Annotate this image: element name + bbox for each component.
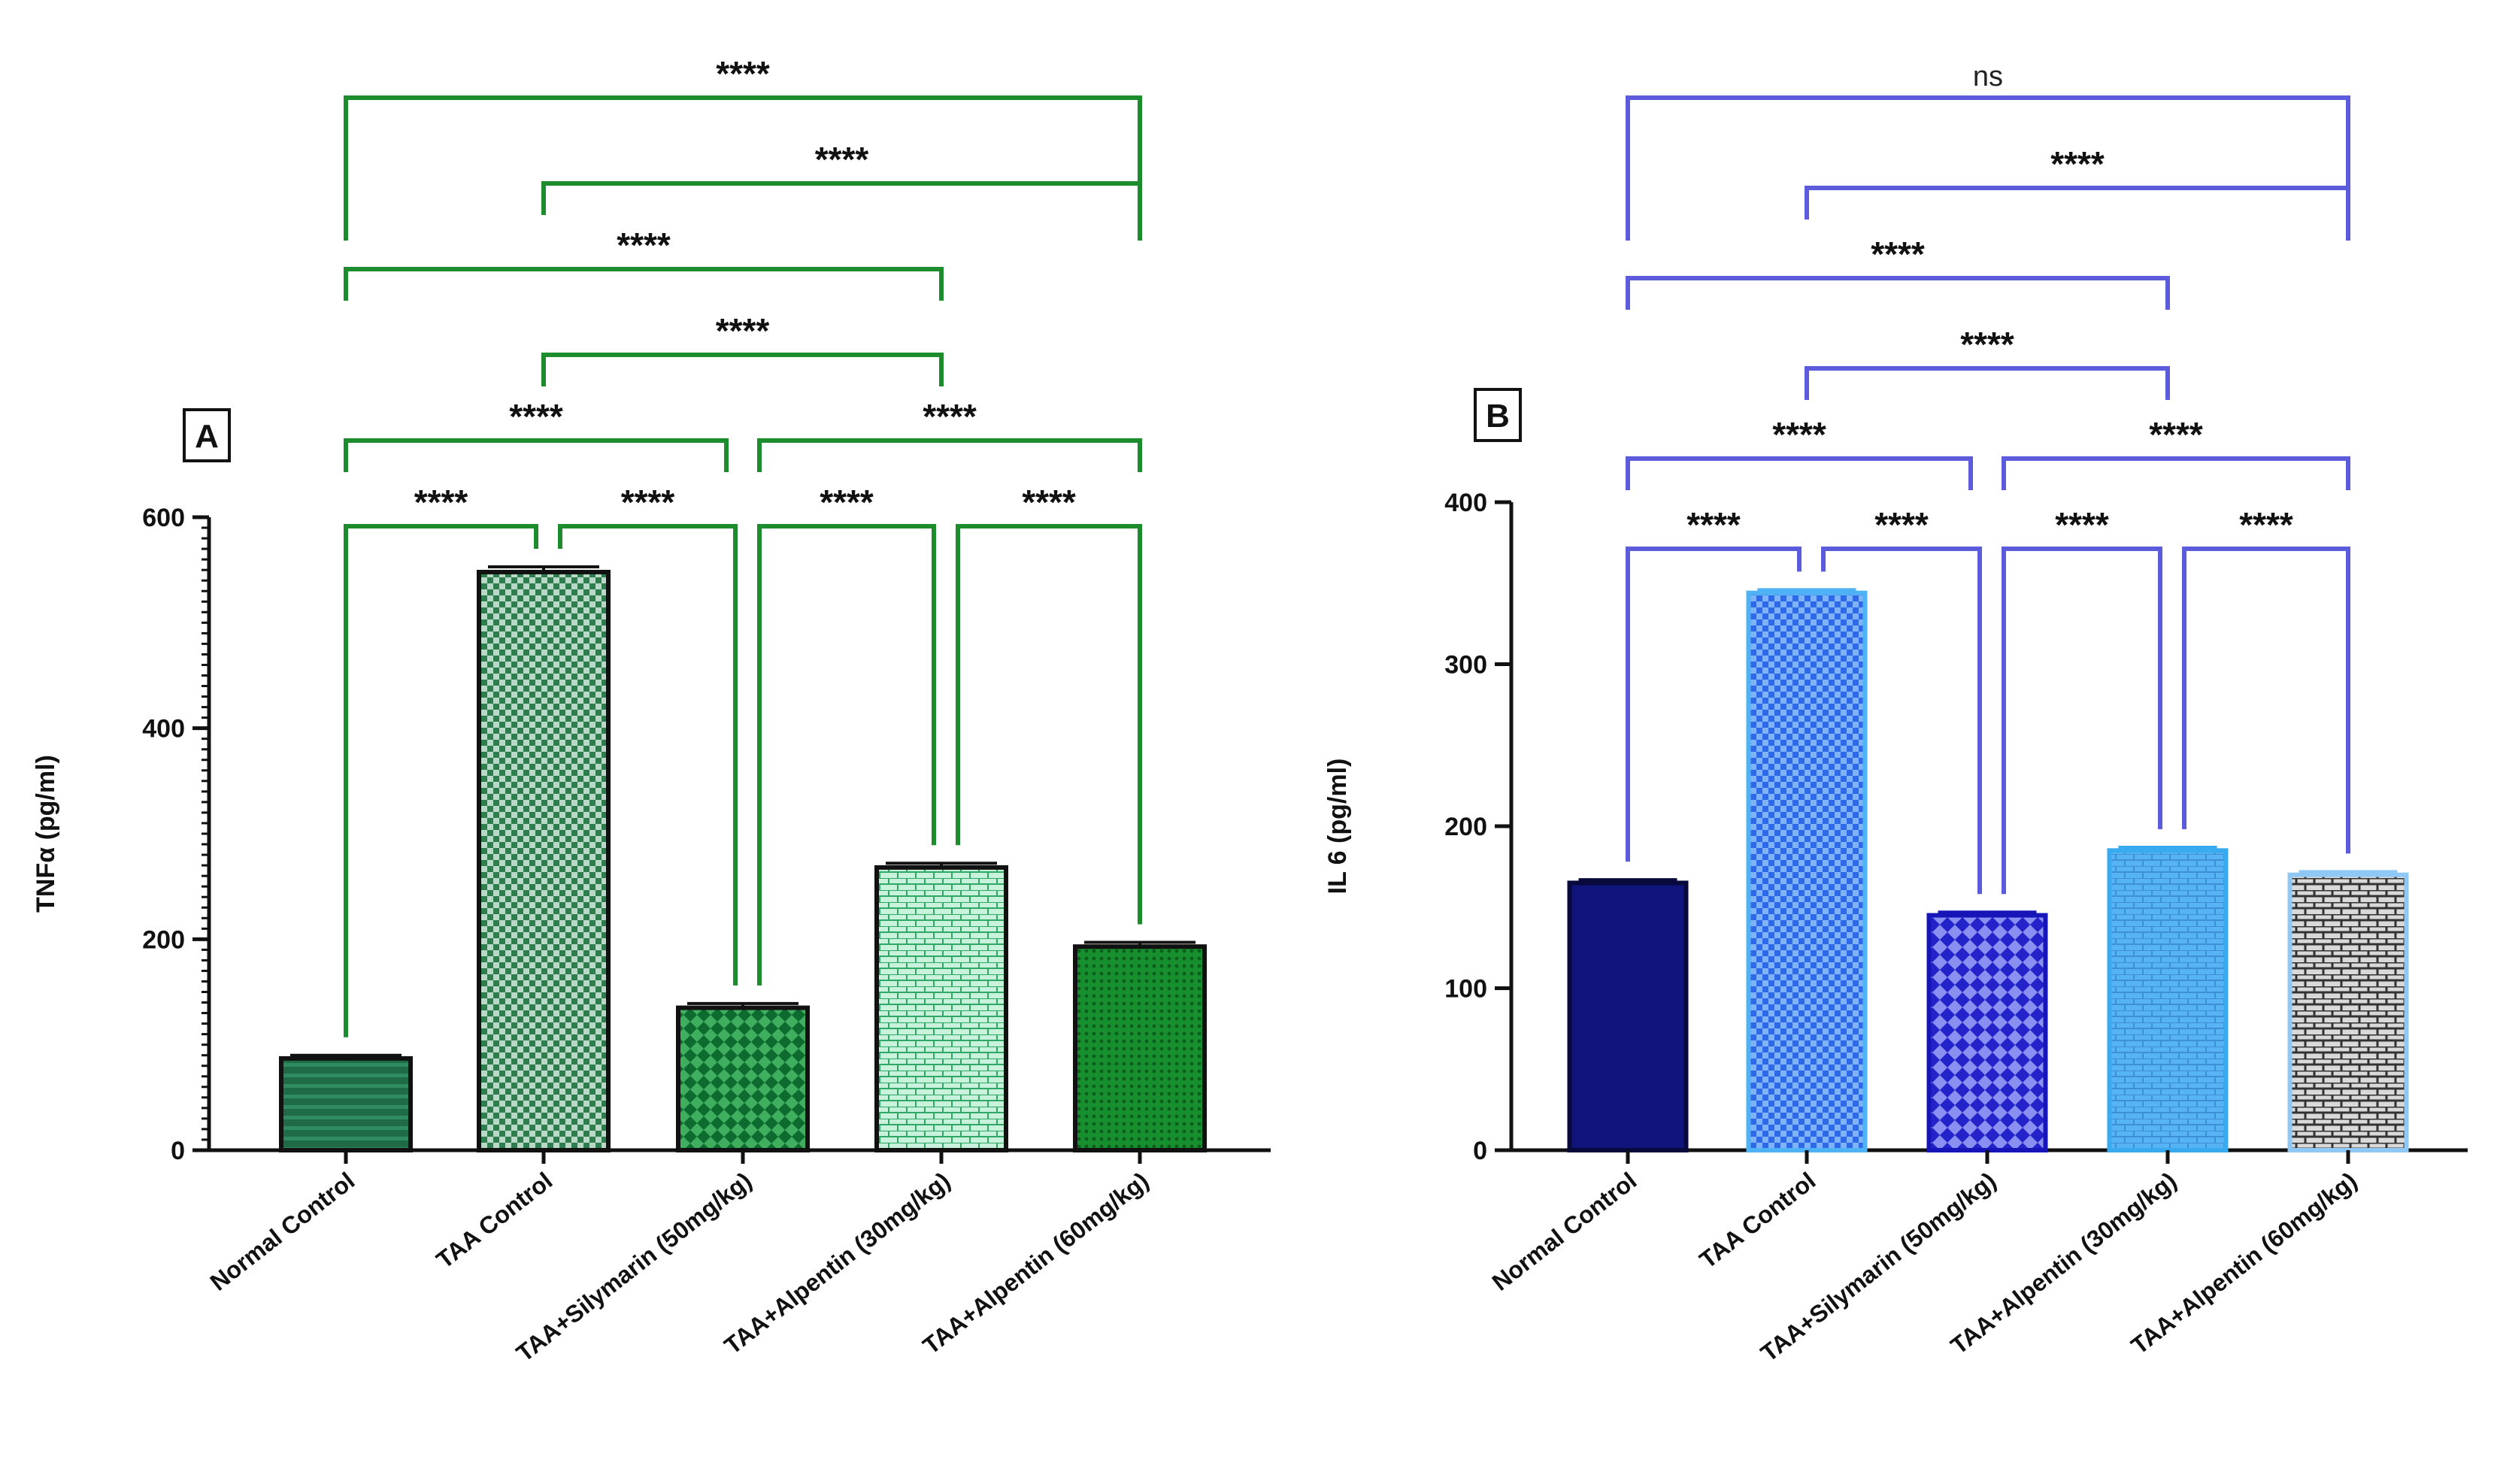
panel-letter-box [183, 408, 231, 462]
panel-letter: B [1486, 398, 1510, 435]
significance-bracket [1805, 366, 2170, 400]
significance-label: **** [1022, 483, 1076, 522]
significance-bracket [344, 95, 1142, 241]
bar [2287, 872, 2409, 1153]
bar [1073, 944, 1207, 1152]
bar [676, 1005, 810, 1153]
y-tick-label: 600 [142, 504, 185, 532]
y-tick-label: 200 [1444, 813, 1487, 841]
x-category-label: TAA+Alpentin (30mg/kg) [720, 1167, 956, 1359]
significance-bracket [1821, 547, 1982, 895]
bar [279, 1055, 413, 1153]
significance-label: **** [2239, 505, 2293, 544]
significance-label: **** [2149, 415, 2203, 454]
significance-label: **** [2055, 505, 2109, 544]
significance-bracket [956, 524, 1142, 925]
significance-label: **** [923, 397, 977, 436]
significance-bracket [541, 353, 944, 386]
significance-label: **** [621, 483, 675, 522]
bar [477, 569, 611, 1152]
significance-label: **** [716, 311, 770, 350]
significance-label: **** [1686, 505, 1741, 544]
y-tick-label: 200 [142, 925, 185, 954]
significance-bracket [2002, 456, 2350, 490]
significance-label: **** [1960, 325, 2014, 364]
significance-label: **** [1874, 505, 1929, 544]
y-tick-label: 300 [1444, 651, 1487, 680]
panel-letter: A [195, 418, 219, 455]
bar [1567, 880, 1689, 1153]
significance-label: **** [617, 226, 671, 265]
significance-bracket [1805, 186, 2350, 220]
x-category-label: TAA Control [1694, 1167, 1820, 1274]
significance-bracket [1626, 547, 1802, 862]
significance-label: **** [820, 483, 874, 522]
x-category-label: TAA Control [431, 1167, 557, 1274]
significance-bracket [757, 524, 936, 986]
y-tick-label: 0 [171, 1137, 185, 1165]
significance-bracket [757, 438, 1142, 472]
significance-bracket [344, 524, 538, 1037]
significance-label: **** [1772, 415, 1826, 454]
y-axis-title: IL 6 (pg/ml) [1323, 759, 1352, 895]
significance-bracket [2182, 547, 2350, 854]
significance-label: **** [509, 397, 563, 436]
y-tick-label: 100 [1444, 975, 1487, 1004]
significance-bracket [2002, 547, 2162, 895]
significance-label: ns [1973, 61, 2003, 92]
significance-label: **** [414, 483, 468, 522]
x-category-label: Normal Control [205, 1167, 360, 1296]
significance-bracket [1626, 95, 2350, 241]
significance-label: **** [815, 140, 869, 179]
panel-letter-box [1474, 388, 1522, 442]
y-axis-title: TNFα (pg/ml) [32, 755, 60, 913]
x-category-label: TAA+Alpentin (60mg/kg) [918, 1167, 1154, 1359]
y-tick-label: 400 [142, 715, 185, 744]
bar [2107, 848, 2229, 1152]
significance-bracket [1626, 276, 2170, 310]
significance-bracket [558, 524, 738, 986]
significance-bracket [344, 267, 944, 301]
y-tick-label: 0 [1473, 1137, 1487, 1165]
bar [1746, 590, 1868, 1152]
significance-bracket [1626, 456, 1973, 490]
bar [1926, 913, 2048, 1153]
panel-b: B 0 100 200 300 400 IL 6 (pg/ml) Normal Control… [1323, 61, 2468, 1367]
bar [874, 865, 1008, 1152]
panel-a: A 0 200 400 600 TNFα (pg/ml) Normal Control TAA… [32, 54, 1271, 1367]
significance-bracket [344, 438, 729, 472]
x-category-label: Normal Control [1487, 1167, 1642, 1296]
significance-label: **** [2050, 144, 2105, 183]
y-tick-label: 400 [1444, 489, 1487, 517]
significance-bracket [541, 181, 1142, 215]
significance-label: **** [1871, 235, 1925, 274]
significance-label: **** [716, 54, 770, 93]
